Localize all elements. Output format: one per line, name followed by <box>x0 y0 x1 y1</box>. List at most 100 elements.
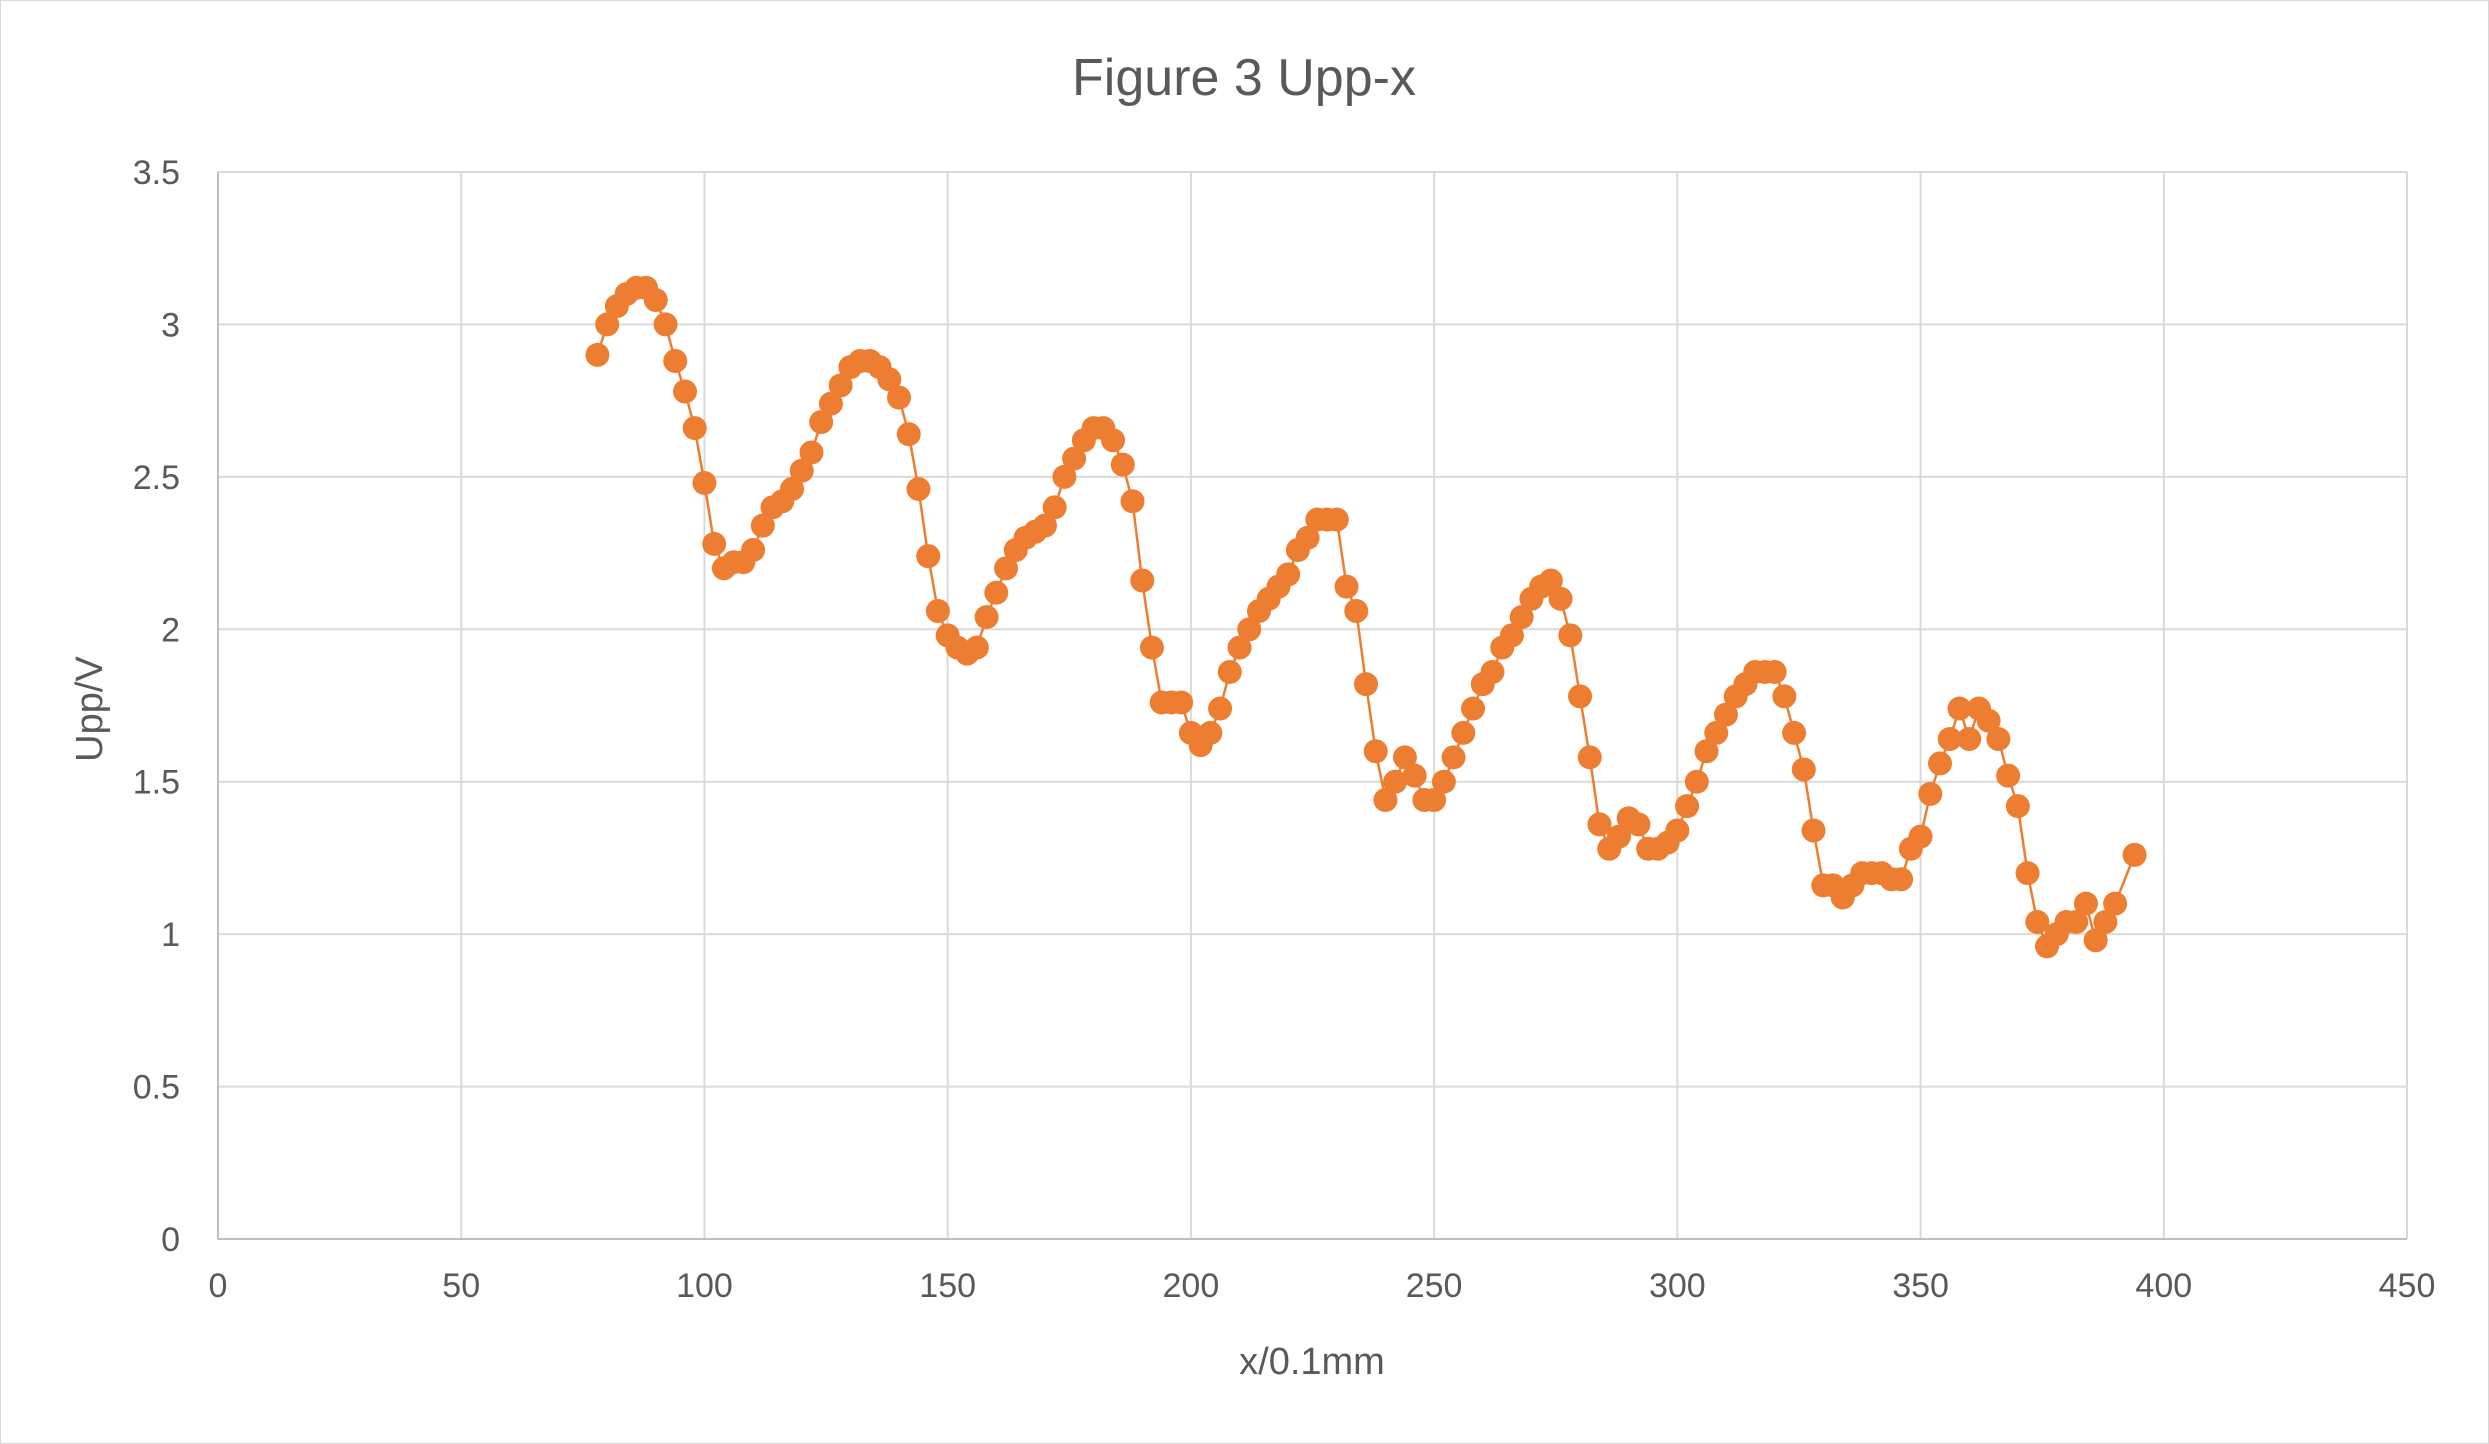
data-point <box>1986 727 2011 752</box>
data-point <box>1577 745 1602 770</box>
data-point <box>799 440 824 465</box>
y-tick-label: 1 <box>161 916 180 954</box>
data-point <box>2093 909 2118 934</box>
data-point <box>877 367 902 392</box>
x-axis-title: x/0.1mm <box>1239 1341 1385 1383</box>
data-point <box>1101 428 1126 453</box>
data-point <box>1237 617 1262 642</box>
data-point <box>702 531 727 556</box>
data-point <box>916 544 941 569</box>
data-point <box>1169 690 1194 715</box>
tick-labels: 0 0.5 1 1.5 2 2.5 3 3.5 0 50 100 150 200 250 300 350 400… <box>133 154 2436 1305</box>
x-tick-label: 150 <box>919 1267 976 1305</box>
data-point <box>1937 727 1962 752</box>
x-tick-label: 50 <box>442 1267 480 1305</box>
data-point <box>1548 586 1573 611</box>
data-point <box>1441 745 1466 770</box>
data-point <box>2005 794 2030 819</box>
data-point <box>789 458 814 483</box>
data-point <box>2064 909 2089 934</box>
y-axis-title: Upp/V <box>69 656 111 762</box>
data-point <box>1713 702 1738 727</box>
data-point <box>925 598 950 623</box>
data-point <box>1422 788 1447 813</box>
data-point <box>809 409 834 434</box>
data-point <box>1139 635 1164 660</box>
data-point <box>964 635 989 660</box>
data-point <box>1947 696 1972 721</box>
data-point <box>1587 812 1612 837</box>
data-point <box>595 312 620 337</box>
data-point <box>1344 598 1369 623</box>
data-point <box>2025 909 2050 934</box>
data-point <box>1062 446 1087 471</box>
data-point <box>643 288 668 313</box>
data-point <box>1431 769 1456 794</box>
data-point <box>1480 659 1505 684</box>
data-point <box>1120 489 1145 514</box>
data-point <box>1957 727 1982 752</box>
data-point <box>896 422 921 447</box>
data-point <box>1373 788 1398 813</box>
data-point <box>1295 525 1320 550</box>
data-point <box>653 312 678 337</box>
data-point <box>1772 684 1797 709</box>
data-point <box>1392 745 1417 770</box>
data-point <box>1908 824 1933 849</box>
data-point <box>1110 452 1135 477</box>
data-point <box>1704 720 1729 745</box>
data-point <box>1782 720 1807 745</box>
data-point <box>1217 659 1242 684</box>
data-point <box>1568 684 1593 709</box>
data-point <box>672 379 697 404</box>
data-point <box>1499 623 1524 648</box>
data-point <box>1509 605 1534 630</box>
data-point <box>994 556 1019 581</box>
data-series <box>585 275 2147 959</box>
axes <box>217 172 2407 1240</box>
x-tick-label: 450 <box>2379 1267 2436 1305</box>
data-point <box>1198 720 1223 745</box>
data-point <box>2122 842 2147 867</box>
data-point <box>1558 623 1583 648</box>
data-point <box>1354 672 1379 697</box>
data-point <box>682 416 707 441</box>
data-point <box>1383 769 1408 794</box>
data-point <box>1402 763 1427 788</box>
data-point <box>974 605 999 630</box>
y-tick-label: 3.5 <box>133 154 180 192</box>
data-point <box>1324 507 1349 532</box>
data-point <box>1334 574 1359 599</box>
data-point <box>1130 568 1155 593</box>
data-point <box>663 349 688 374</box>
data-point <box>741 538 766 563</box>
data-point <box>1665 818 1690 843</box>
y-tick-label: 0 <box>161 1221 180 1259</box>
data-point <box>692 470 717 495</box>
x-tick-label: 0 <box>209 1267 228 1305</box>
x-tick-label: 100 <box>676 1267 733 1305</box>
data-point <box>2015 861 2040 886</box>
x-tick-label: 200 <box>1163 1267 1220 1305</box>
data-point <box>906 477 931 502</box>
data-point <box>828 373 853 398</box>
data-point <box>1042 495 1067 520</box>
data-point <box>2073 891 2098 916</box>
data-point <box>1889 867 1914 892</box>
data-point <box>1032 513 1057 538</box>
data-point <box>1684 769 1709 794</box>
data-point <box>1675 794 1700 819</box>
y-tick-label: 2.5 <box>133 459 180 497</box>
data-point <box>1996 763 2021 788</box>
data-point <box>1538 568 1563 593</box>
data-point <box>1227 635 1252 660</box>
data-point <box>1976 708 2001 733</box>
x-tick-label: 350 <box>1892 1267 1949 1305</box>
data-point <box>1694 739 1719 764</box>
data-point <box>1606 824 1631 849</box>
data-point <box>1762 659 1787 684</box>
data-point <box>1451 720 1476 745</box>
data-point <box>2103 891 2128 916</box>
